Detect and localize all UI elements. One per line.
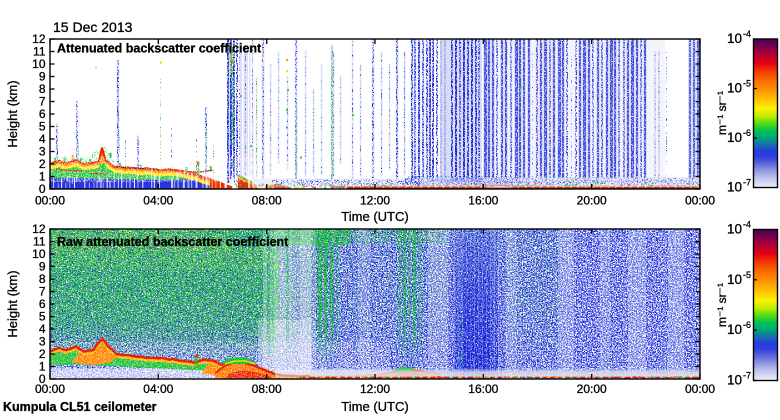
- svg-text:2: 2: [39, 347, 46, 361]
- svg-text:10: 10: [727, 31, 742, 46]
- svg-text:8: 8: [39, 82, 46, 96]
- svg-text:10: 10: [727, 373, 742, 388]
- svg-text:10: 10: [727, 222, 742, 237]
- svg-text:7: 7: [39, 285, 46, 299]
- svg-text:-7: -7: [743, 371, 751, 381]
- svg-text:3: 3: [39, 145, 46, 159]
- svg-text:Height (km): Height (km): [5, 270, 20, 337]
- svg-text:0: 0: [39, 182, 46, 196]
- svg-text:m⁻¹ sr⁻¹: m⁻¹ sr⁻¹: [715, 91, 729, 135]
- svg-text:20:00: 20:00: [577, 382, 607, 396]
- svg-text:-7: -7: [743, 178, 751, 188]
- svg-text:Time (UTC): Time (UTC): [341, 399, 408, 414]
- svg-text:0: 0: [39, 372, 46, 386]
- svg-text:4: 4: [39, 132, 46, 146]
- svg-text:00:00: 00:00: [35, 382, 65, 396]
- svg-text:Time (UTC): Time (UTC): [341, 209, 408, 224]
- svg-text:04:00: 04:00: [143, 194, 173, 208]
- svg-text:12:00: 12:00: [360, 194, 390, 208]
- svg-text:08:00: 08:00: [252, 194, 282, 208]
- svg-text:11: 11: [33, 235, 46, 249]
- svg-text:12: 12: [32, 222, 46, 236]
- svg-text:11: 11: [33, 45, 46, 59]
- svg-text:5: 5: [39, 120, 46, 134]
- svg-text:04:00: 04:00: [143, 382, 173, 396]
- svg-text:9: 9: [39, 70, 46, 84]
- svg-text:6: 6: [39, 107, 46, 121]
- svg-text:Height (km): Height (km): [5, 80, 20, 147]
- svg-text:-5: -5: [743, 270, 751, 280]
- svg-text:8: 8: [39, 272, 46, 286]
- svg-text:10: 10: [727, 81, 742, 96]
- svg-text:00:00: 00:00: [35, 194, 65, 208]
- svg-text:20:00: 20:00: [577, 194, 607, 208]
- svg-text:08:00: 08:00: [252, 382, 282, 396]
- svg-text:12:00: 12:00: [360, 382, 390, 396]
- svg-text:9: 9: [39, 260, 46, 274]
- svg-text:10: 10: [727, 322, 742, 337]
- svg-text:Kumpula CL51 ceilometer: Kumpula CL51 ceilometer: [3, 400, 157, 414]
- svg-text:7: 7: [39, 95, 46, 109]
- svg-text:00:00: 00:00: [685, 382, 715, 396]
- svg-text:Attenuated backscatter coeffic: Attenuated backscatter coefficient: [57, 42, 262, 56]
- svg-text:4: 4: [39, 322, 46, 336]
- svg-text:-5: -5: [743, 79, 751, 89]
- svg-text:Raw attenuated backscatter coe: Raw attenuated backscatter coefficient: [57, 235, 289, 249]
- svg-text:16:00: 16:00: [468, 194, 498, 208]
- svg-text:3: 3: [39, 335, 46, 349]
- svg-text:5: 5: [39, 310, 46, 324]
- svg-text:10: 10: [727, 130, 742, 145]
- svg-text:-6: -6: [743, 320, 751, 330]
- svg-text:1: 1: [39, 360, 46, 374]
- svg-text:-4: -4: [743, 29, 751, 39]
- svg-text:10: 10: [32, 57, 46, 71]
- svg-text:2: 2: [39, 157, 46, 171]
- svg-text:-4: -4: [743, 220, 751, 230]
- svg-text:m⁻¹ sr⁻¹: m⁻¹ sr⁻¹: [715, 283, 729, 327]
- svg-text:-6: -6: [743, 128, 751, 138]
- svg-text:6: 6: [39, 297, 46, 311]
- svg-text:16:00: 16:00: [468, 382, 498, 396]
- svg-text:15 Dec 2013: 15 Dec 2013: [53, 19, 133, 35]
- svg-text:12: 12: [32, 32, 46, 46]
- svg-text:00:00: 00:00: [685, 194, 715, 208]
- svg-text:10: 10: [32, 247, 46, 261]
- svg-text:10: 10: [727, 272, 742, 287]
- svg-text:1: 1: [39, 170, 46, 184]
- svg-text:10: 10: [727, 180, 742, 195]
